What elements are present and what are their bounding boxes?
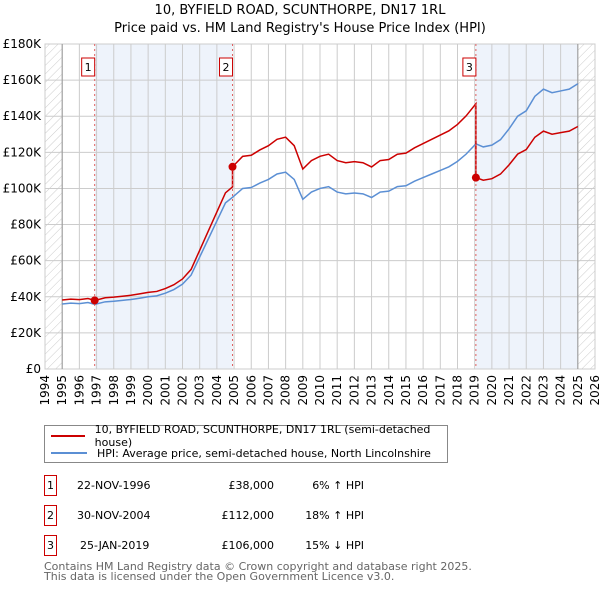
hpi-line (62, 83, 579, 306)
footer-licence: This data is licensed under the Open Gov… (44, 570, 395, 583)
y-tick-label: £140K (3, 109, 43, 123)
sale-row: 3 25-JAN-2019 £106,000 15% ↓ HPI (44, 535, 444, 557)
x-tick-label: 2005 (227, 375, 241, 406)
sale-row: 2 30-NOV-2004 £112,000 18% ↑ HPI (44, 505, 444, 527)
x-tick-label: 2019 (468, 375, 482, 406)
sale-label-box (219, 57, 234, 77)
sale-date: 30-NOV-2004 (77, 509, 151, 522)
x-tick-label: 1997 (90, 375, 104, 406)
x-tick-label: 2021 (502, 375, 516, 406)
hpi-line-swatch (51, 452, 87, 454)
sale-price: £106,000 (221, 539, 275, 552)
x-tick-label: 2024 (554, 375, 568, 406)
x-tick-label: 2011 (330, 375, 344, 406)
x-tick-label: 2015 (399, 375, 413, 406)
x-tick-label: 2002 (176, 375, 190, 406)
legend-hpi: HPI: Average price, semi-detached house,… (97, 446, 431, 460)
x-tick-label: 2008 (279, 375, 293, 406)
sale-price: £112,000 (221, 509, 275, 522)
y-tick-label: £120K (3, 145, 43, 159)
property-line-swatch (51, 435, 85, 437)
legend: 10, BYFIELD ROAD, SCUNTHORPE, DN17 1RL (… (44, 423, 448, 463)
x-tick-label: 2006 (244, 375, 258, 406)
x-tick-label: 2022 (519, 375, 533, 406)
x-tick-label: 2000 (141, 375, 155, 406)
x-tick-label: 1994 (38, 375, 52, 406)
sale-point (228, 162, 237, 171)
sale-delta: 6% ↑ HPI (312, 479, 364, 492)
property-line (62, 101, 579, 302)
sale-date: 22-NOV-1996 (77, 479, 151, 492)
x-tick-label: 2007 (261, 375, 275, 406)
ownership-band (475, 44, 578, 369)
sale-badge: 3 (44, 535, 57, 556)
price-chart: 1994 1995 1996 1997 1998 1999 2000 2001 2002 2003… (3, 37, 600, 406)
no-data-hatch (577, 44, 595, 369)
x-tick-label: 2018 (451, 375, 465, 406)
x-tick-label: 1995 (55, 375, 69, 406)
sale-delta: 15% ↓ HPI (305, 539, 364, 552)
no-data-hatch (45, 44, 63, 369)
y-tick-label: £20K (10, 326, 42, 340)
sale-badge: 1 (44, 475, 57, 496)
sale-row: 1 22-NOV-1996 £38,000 6% ↑ HPI (44, 475, 444, 497)
sale-point (471, 173, 480, 182)
y-tick-label: £80K (10, 218, 42, 232)
sale-date: 25-JAN-2019 (80, 539, 150, 552)
x-tick-label: 1996 (72, 375, 86, 406)
chart-title: 10, BYFIELD ROAD, SCUNTHORPE, DN17 1RL (154, 3, 446, 18)
sale-label-box (81, 57, 96, 77)
sale-badge: 2 (44, 505, 57, 526)
x-tick-label: 2012 (347, 375, 361, 406)
x-tick-label: 2017 (433, 375, 447, 406)
x-tick-label: 2013 (365, 375, 379, 406)
x-tick-label: 2025 (571, 375, 585, 406)
chart-subtitle: Price paid vs. HM Land Registry's House … (114, 21, 486, 36)
sale-label-box (462, 57, 477, 77)
x-tick-label: 1999 (124, 375, 138, 406)
sale-label: 1 (85, 61, 92, 74)
y-tick-label: £0 (26, 362, 41, 376)
x-tick-label: 2023 (536, 375, 550, 406)
y-tick-label: £100K (3, 181, 43, 195)
x-tick-label: 2026 (588, 375, 600, 406)
sale-label: 2 (223, 61, 230, 74)
y-tick-label: £40K (10, 290, 42, 304)
sale-delta: 18% ↑ HPI (305, 509, 364, 522)
sale-label: 3 (466, 61, 473, 74)
sale-point (90, 296, 99, 305)
x-tick-label: 2014 (382, 375, 396, 406)
y-tick-label: £60K (10, 254, 42, 268)
ownership-band (94, 44, 233, 369)
x-tick-label: 1998 (107, 375, 121, 406)
plot-border (44, 43, 596, 370)
footer-copyright: Contains HM Land Registry data © Crown c… (44, 560, 472, 573)
x-tick-label: 2001 (158, 375, 172, 406)
x-tick-label: 2003 (193, 375, 207, 406)
legend-property: 10, BYFIELD ROAD, SCUNTHORPE, DN17 1RL (… (94, 423, 431, 449)
x-tick-label: 2016 (416, 375, 430, 406)
x-tick-label: 2004 (210, 375, 224, 406)
x-tick-label: 2020 (485, 375, 499, 406)
x-tick-label: 2009 (296, 375, 310, 406)
y-tick-label: £160K (3, 73, 43, 87)
y-tick-label: £180K (3, 37, 43, 51)
sale-price: £38,000 (228, 479, 275, 492)
x-tick-label: 2010 (313, 375, 327, 406)
